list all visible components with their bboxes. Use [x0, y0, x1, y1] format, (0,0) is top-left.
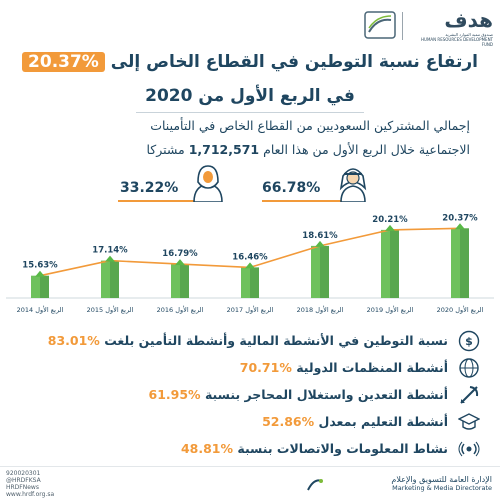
chart-bar-side: [40, 275, 49, 298]
chart-bar-side: [320, 245, 329, 298]
chart-bar-face: [101, 260, 110, 298]
sector-row: أنشطة المنظمات الدولية 70.71%: [10, 357, 480, 379]
sector-value: 48.81%: [180, 441, 234, 456]
brand-sub-ar: صندوق تنمية الموارد البشرية: [445, 32, 493, 37]
hrdf-logo-icon: [364, 11, 396, 39]
chart-bar-side: [250, 267, 259, 298]
chart-category-label: الربع الأول 2015: [87, 305, 134, 314]
chart-bar-side: [460, 228, 469, 298]
chart-category-label: الربع الأول 2020: [437, 305, 484, 314]
sector-label: نسبة التوطين في الأنشطة المالية وأنشطة ا…: [48, 333, 448, 348]
footer-contact-item[interactable]: www.hrdf.org.sa: [6, 491, 55, 498]
brand-sub-en: HUMAN RESOURCES DEVELOPMENT FUND: [421, 37, 493, 47]
hadaf-logo: هدف صندوق تنمية الموارد البشرية HUMAN RE…: [417, 6, 495, 47]
chart-value-label: 15.63%: [22, 261, 58, 271]
sector-name: نشاط المعلومات والاتصالات بنسبة: [233, 441, 448, 456]
male-person-icon: [339, 168, 367, 202]
title-prefix: ارتفاع نسبة التوطين في القطاع الخاص إلى: [110, 52, 478, 72]
sector-row: أنشطة التعليم بمعدل 52.86%: [10, 411, 481, 433]
subtitle-prefix: الاجتماعية خلال الربع الأول من هذا العام: [263, 142, 470, 157]
female-person-icon: [193, 165, 223, 202]
chart-bar-face: [451, 228, 460, 298]
sector-value: 52.86%: [262, 414, 315, 429]
svg-text:$: $: [465, 335, 473, 348]
chart-value-label: 16.46%: [232, 252, 268, 262]
sector-list: $ نسبة التوطين في الأنشطة المالية وأنشطة …: [0, 326, 500, 466]
sector-value: 61.95%: [148, 387, 201, 402]
male-underline: [262, 200, 352, 202]
chart-value-label: 16.79%: [162, 249, 198, 259]
chart-value-label: 17.14%: [92, 246, 128, 256]
male-percentage: 66.78%: [262, 180, 321, 196]
chart-bar-face: [171, 264, 180, 298]
sector-label: أنشطة المنظمات الدولية 70.71%: [240, 360, 448, 375]
chart-point: [105, 255, 115, 262]
female-underline: [118, 200, 208, 202]
hadaf-mark-icon: [307, 479, 323, 491]
logo-separator: [402, 12, 403, 40]
chart-bar-face: [311, 245, 320, 298]
chart-category-label: الربع الأول 2014: [17, 305, 64, 314]
chart-bar-side: [110, 260, 119, 298]
sector-label: أنشطة التعليم بمعدل 52.86%: [262, 414, 448, 429]
sector-label: نشاط المعلومات والاتصالات بنسبة 48.81%: [181, 441, 448, 456]
subtitle-line-1: إجمالي المشتركين السعوديين من القطاع الخ…: [150, 118, 470, 133]
title-line-1: ارتفاع نسبة التوطين في القطاع الخاص إلى …: [0, 52, 500, 72]
brand-subtitle: صندوق تنمية الموارد البشرية HUMAN RESOUR…: [419, 32, 493, 47]
chart-point: [245, 262, 255, 269]
title-divider: [136, 112, 364, 113]
chart-point: [35, 270, 45, 277]
chart-value-label: 20.37%: [442, 213, 478, 223]
footer-contact-item[interactable]: 920020301: [6, 470, 41, 477]
saudization-chart: 15.63% الربع الأول 2014 17.14% الربع الأول …: [6, 213, 494, 314]
sector-row: $ نسبة التوطين في الأنشطة المالية وأنشطة …: [10, 330, 480, 352]
chart-bar-side: [390, 229, 399, 298]
header-logos: هدف صندوق تنمية الموارد البشرية HUMAN RE…: [330, 6, 495, 47]
chart-value-label: 18.61%: [302, 231, 338, 241]
chart-point: [175, 259, 185, 266]
chart-category-label: الربع الأول 2016: [157, 305, 204, 314]
chart-bar-face: [31, 275, 40, 298]
footer-department: الإدارة العامة للتسويق والإعلام Marketin…: [391, 475, 492, 492]
footer-contact-item[interactable]: HRDFNews: [6, 484, 39, 491]
mining-icon: [458, 384, 480, 406]
subtitle-line-2: الاجتماعية خلال الربع الأول من هذا العام…: [30, 142, 470, 157]
sector-name: أنشطة التعدين واستغلال المحاجر بنسبة: [200, 387, 448, 402]
chart-category-label: الربع الأول 2019: [367, 305, 414, 314]
sector-name: أنشطة التعليم بمعدل: [314, 414, 448, 429]
title-line-2: في الربع الأول من 2020: [145, 86, 355, 106]
chart-value-label: 20.21%: [372, 215, 408, 225]
sector-label: أنشطة التعدين واستغلال المحاجر بنسبة 61.…: [149, 387, 448, 402]
chart-point: [455, 223, 465, 230]
telecom-icon: [458, 438, 480, 460]
chart-category-label: الربع الأول 2018: [297, 305, 344, 314]
chart-bar-face: [241, 267, 250, 298]
footer-contact-item[interactable]: @HRDFKSA: [6, 477, 41, 484]
chart-point: [315, 240, 325, 247]
sector-value: 83.01%: [47, 333, 100, 348]
finance-icon: $: [458, 330, 480, 352]
education-icon: [457, 411, 481, 433]
chart-bar-side: [180, 264, 189, 298]
sector-value: 70.71%: [239, 360, 292, 375]
department-en: Marketing & Media Directorate: [392, 484, 492, 492]
subtitle-suffix: مشتركا: [146, 142, 185, 157]
chart-category-label: الربع الأول 2017: [227, 305, 274, 314]
sector-name: أنشطة المنظمات الدولية: [291, 360, 448, 375]
brand-word: هدف: [444, 8, 493, 32]
chart-bar-face: [381, 229, 390, 298]
footer-contacts: 920020301 @HRDFKSA HRDFNews www.hrdf.org.sa: [6, 470, 54, 498]
chart-point: [385, 224, 395, 231]
sector-row: نشاط المعلومات والاتصالات بنسبة 48.81%: [10, 438, 480, 460]
footer: 920020301 @HRDFKSA HRDFNews www.hrdf.org.sa…: [0, 466, 500, 500]
sector-row: أنشطة التعدين واستغلال المحاجر بنسبة 61.…: [10, 384, 480, 406]
sector-name: نسبة التوطين في الأنشطة المالية وأنشطة ا…: [99, 333, 448, 348]
department-ar: الإدارة العامة للتسويق والإعلام: [391, 475, 492, 484]
subscriber-count: 1,712,571: [188, 142, 260, 157]
female-percentage: 33.22%: [120, 180, 179, 196]
globe-icon: [458, 357, 480, 379]
title-value: 20.37%: [22, 52, 105, 72]
